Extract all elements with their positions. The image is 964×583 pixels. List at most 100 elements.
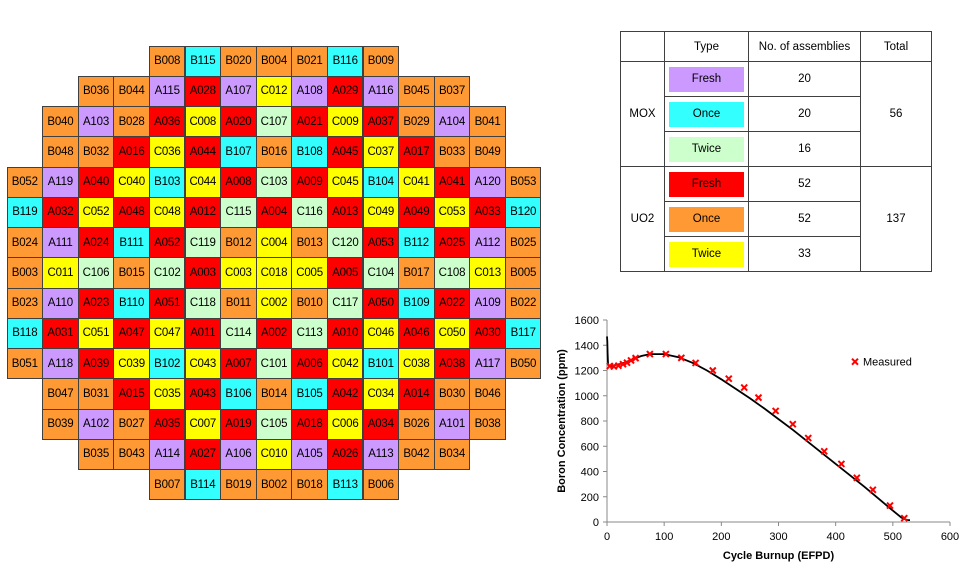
x-tick-label: 500: [884, 531, 902, 543]
assembly-cell-a112: A112: [469, 227, 506, 259]
assembly-cell-a113: A113: [362, 438, 400, 471]
x-tick-label: 600: [941, 531, 959, 543]
assembly-cell-b025: B025: [504, 227, 542, 259]
assembly-cell-a101: A101: [433, 408, 471, 440]
assembly-cell-c002: C002: [255, 287, 293, 319]
assembly-cell-b108: B108: [291, 136, 328, 168]
assembly-cell-b033: B033: [433, 136, 471, 168]
assembly-cell-b011: B011: [220, 287, 257, 319]
boron-concentration-chart: 0 200 400 600 800 1000 1200 1400 1600 0 100 200 300 4…: [556, 315, 959, 562]
assembly-cell-c104: C104: [362, 257, 400, 289]
assembly-cell-c018: C018: [255, 257, 293, 289]
assembly-cell-b008: B008: [148, 45, 186, 77]
assembly-cell-a108: A108: [291, 75, 328, 108]
y-tick-label: 600: [581, 441, 599, 453]
assembly-cell-a038: A038: [433, 348, 471, 380]
assembly-cell-b040: B040: [42, 106, 79, 138]
measured-point: [869, 486, 877, 494]
assembly-cell-a031: A031: [42, 317, 79, 350]
assembly-cell-b101: B101: [362, 348, 400, 380]
assembly-cell-b046: B046: [469, 378, 506, 410]
measured-point: [820, 447, 828, 456]
assembly-cell-c006: C006: [326, 408, 364, 440]
assembly-cell-c050: C050: [433, 317, 471, 350]
assembly-cell-c118: C118: [184, 287, 222, 319]
assembly-cell-a008: A008: [220, 166, 257, 198]
assembly-cell-c009: C009: [326, 106, 364, 138]
assembly-cell-a048: A048: [113, 196, 150, 229]
assembly-cell-c116: C116: [291, 196, 328, 229]
assembly-cell-c053: C053: [433, 196, 471, 229]
count-uo2-once: 52: [748, 201, 861, 237]
assembly-cell-a007: A007: [220, 348, 257, 380]
assembly-cell-a042: A042: [326, 378, 364, 410]
count-mox-twice: 16: [748, 131, 861, 167]
assembly-cell-c048: C048: [148, 196, 186, 229]
measured-point: [754, 393, 763, 402]
assembly-cell-a025: A025: [433, 227, 471, 259]
measured-point: [627, 356, 635, 365]
assembly-cell-b028: B028: [113, 106, 150, 138]
assembly-cell-c013: C013: [469, 257, 506, 289]
assembly-cell-b051: B051: [6, 348, 44, 380]
assembly-cell-a006: A006: [291, 348, 328, 380]
assembly-cell-c117: C117: [326, 287, 364, 319]
assembly-cell-b111: B111: [113, 227, 150, 259]
assembly-cell-c045: C045: [326, 166, 364, 198]
measured-point: [740, 383, 748, 392]
assembly-cell-a107: A107: [220, 75, 257, 108]
assembly-cell-c120: C120: [326, 227, 364, 259]
assembly-cell-a050: A050: [362, 287, 400, 319]
y-tick-label: 1400: [575, 340, 599, 352]
assembly-cell-b045: B045: [398, 75, 435, 108]
type-mox-once: Once: [669, 101, 744, 127]
assembly-cell-b018: B018: [291, 469, 328, 501]
assembly-cell-b118: B118: [6, 317, 44, 350]
assembly-cell-b116: B116: [326, 45, 364, 77]
assembly-cell-c011: C011: [42, 257, 79, 289]
assembly-cell-c040: C040: [113, 166, 150, 198]
assembly-cell-b104: B104: [362, 166, 400, 198]
assembly-cell-a116: A116: [362, 75, 400, 108]
assembly-cell-a045: A045: [326, 136, 364, 168]
header-count: No. of assemblies: [748, 31, 861, 62]
total-mox: 56: [860, 61, 932, 167]
header-blank: [620, 31, 665, 62]
assembly-cell-a024: A024: [77, 227, 115, 259]
assembly-cell-a005: A005: [326, 257, 364, 289]
table-row: UO2 Fresh 52 137: [620, 166, 932, 272]
assembly-cell-b110: B110: [113, 287, 150, 319]
assembly-cell-b029: B029: [398, 106, 435, 138]
y-tick-label: 0: [593, 517, 599, 529]
assembly-cell-c008: C008: [184, 106, 222, 138]
assembly-cell-b119: B119: [6, 196, 44, 229]
assembly-cell-b039: B039: [42, 408, 79, 440]
assembly-cell-c003: C003: [220, 257, 257, 289]
group-mox-label: MOX: [620, 61, 665, 167]
measured-point: [804, 434, 812, 442]
assembly-cell-a015: A015: [113, 378, 150, 410]
assembly-cell-a027: A027: [184, 438, 222, 471]
measured-point: [619, 360, 627, 368]
assembly-cell-a039: A039: [77, 348, 115, 380]
assembly-cell-a032: A032: [42, 196, 79, 229]
y-tick-label: 1000: [575, 391, 599, 403]
assembly-cell-b052: B052: [6, 166, 44, 198]
type-uo2-fresh: Fresh: [669, 171, 744, 197]
assembly-cell-b020: B020: [220, 45, 257, 77]
assembly-cell-b023: B023: [6, 287, 44, 319]
type-uo2-once: Once: [669, 206, 744, 232]
assembly-cell-b112: B112: [398, 227, 435, 259]
measured-point: [614, 361, 623, 370]
assembly-cell-b021: B021: [291, 45, 328, 77]
assembly-cell-c046: C046: [362, 317, 400, 350]
assembly-cell-b031: B031: [77, 378, 115, 410]
measured-point: [789, 420, 797, 428]
table-row: Twice 33: [621, 236, 932, 272]
legend-label-measured: Measured: [863, 357, 912, 369]
table-row: Once 20: [621, 96, 932, 132]
core-loading-map: B008 B115 B020 B004 B021 B116 B009 B036 B044 A115…: [6, 45, 542, 501]
assembly-cell-a004: A004: [255, 196, 293, 229]
measured-point: [709, 366, 717, 375]
measured-point: [623, 358, 631, 367]
